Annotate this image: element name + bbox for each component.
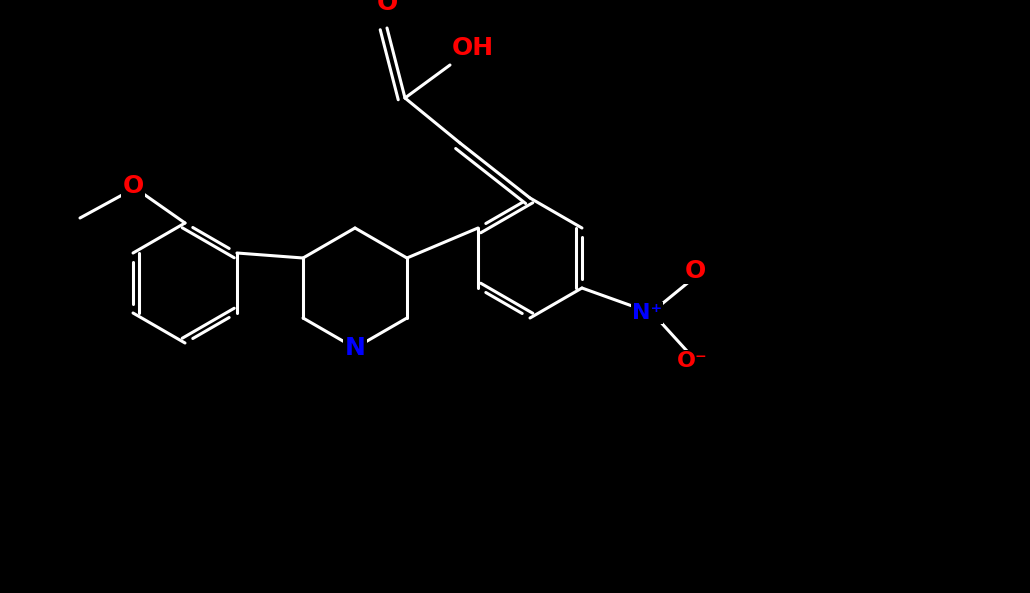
Text: N: N: [345, 336, 366, 360]
Text: N⁺: N⁺: [631, 303, 662, 323]
Text: OH: OH: [452, 36, 494, 60]
Text: O: O: [123, 174, 143, 198]
Text: O: O: [684, 259, 706, 283]
Text: O⁻: O⁻: [677, 351, 708, 371]
Text: O: O: [376, 0, 398, 15]
